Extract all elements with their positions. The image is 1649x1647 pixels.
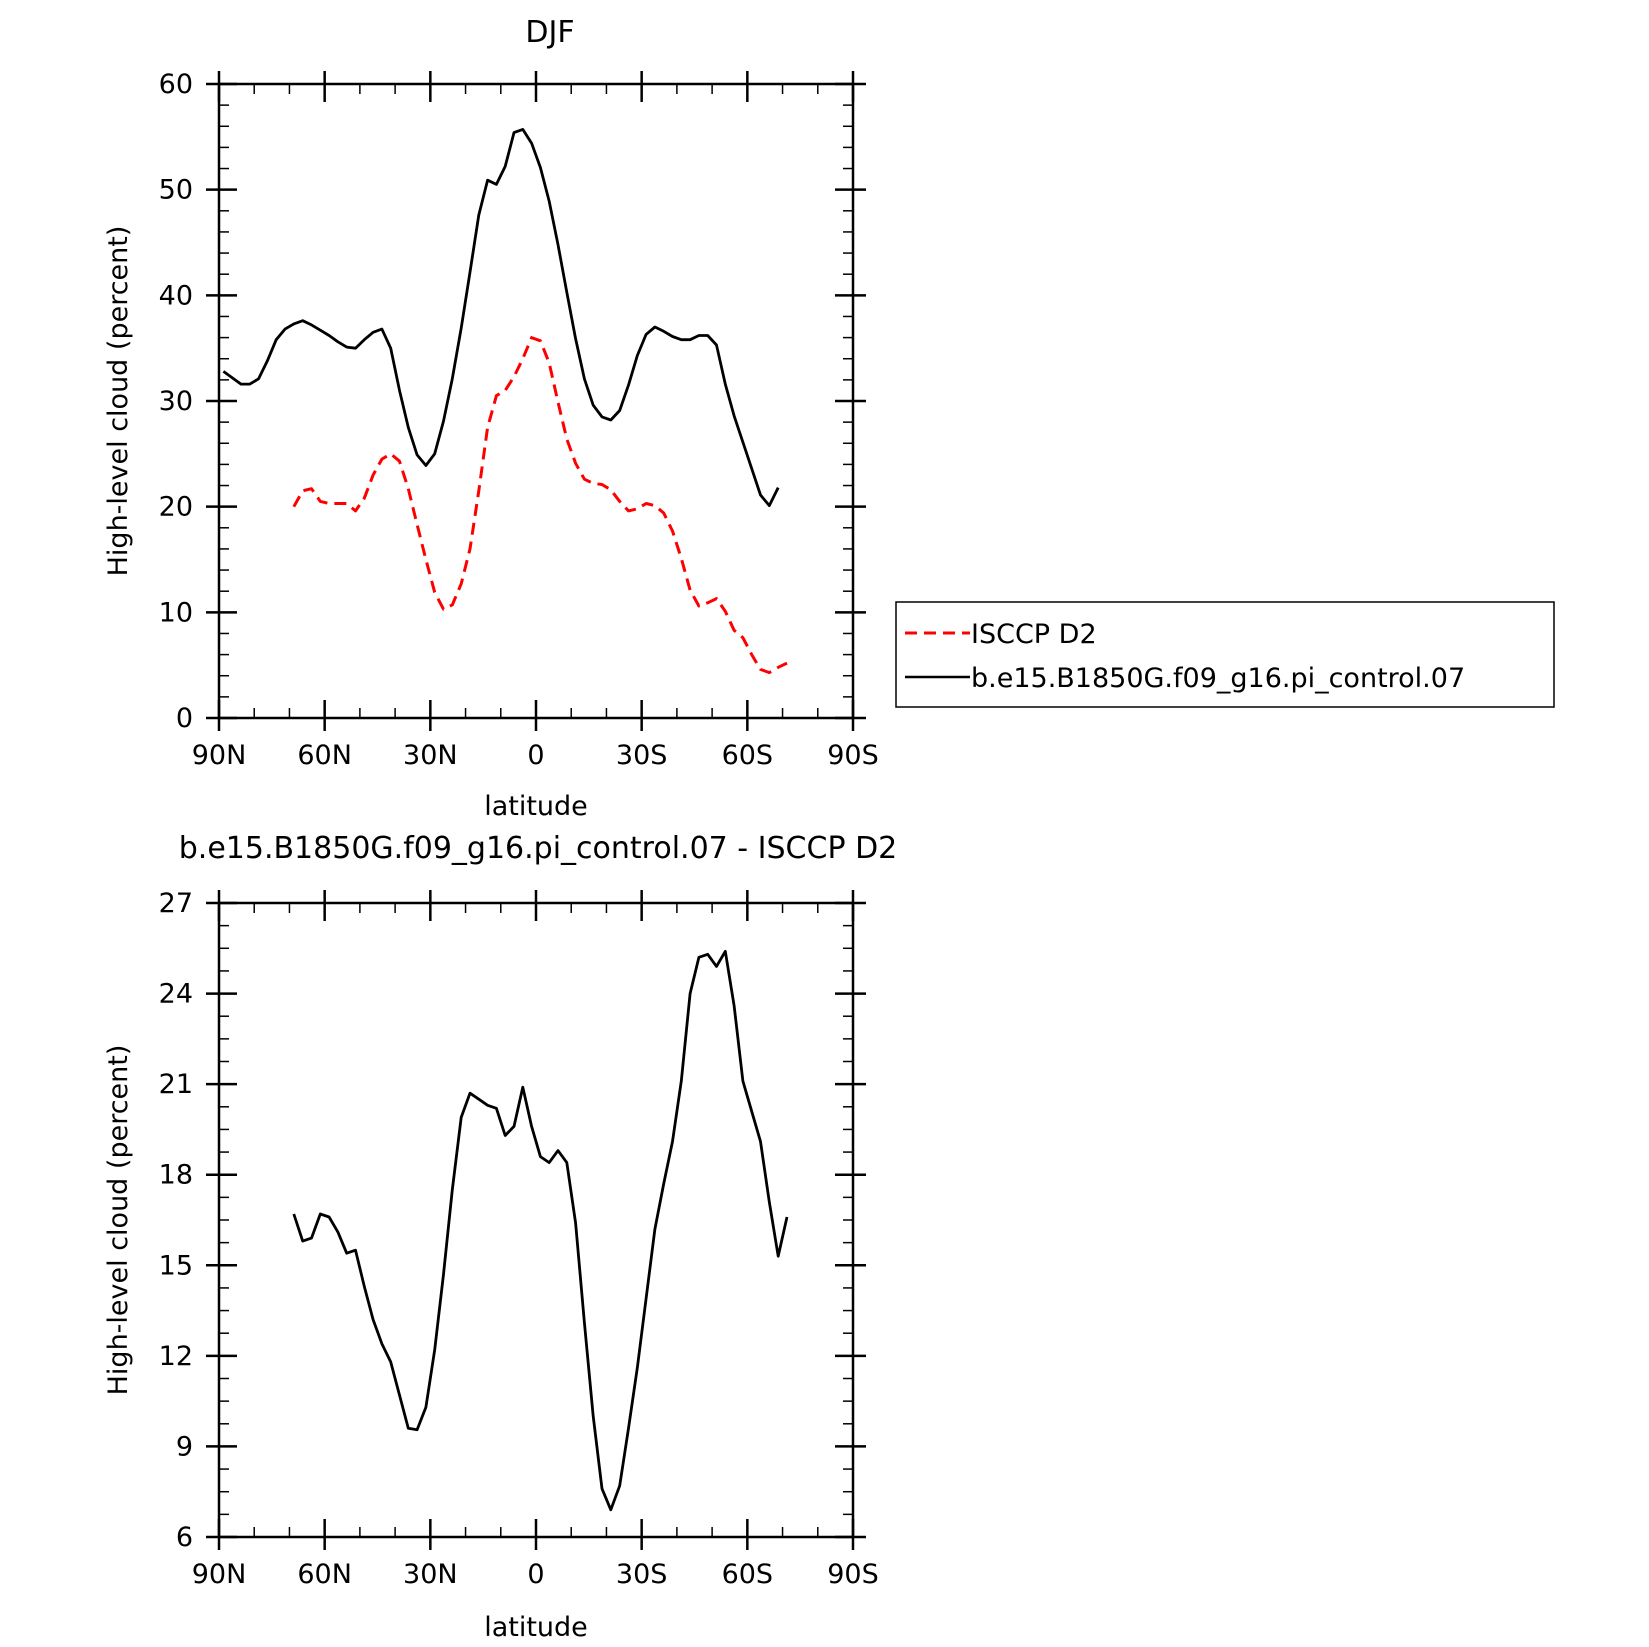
bottom-chart-ticks: [206, 890, 866, 1550]
bottom-x-tick-label: 0: [527, 1559, 544, 1590]
top-y-axis-label: High-level cloud (percent): [103, 226, 134, 577]
top-x-axis-label: latitude: [484, 791, 588, 822]
top-x-tick-label: 0: [527, 740, 544, 771]
bottom-y-tick-label: 18: [159, 1160, 193, 1191]
top-plot-frame: [217, 82, 855, 720]
top-x-tick-label: 90N: [192, 740, 247, 771]
top-series-line-isccp: [292, 336, 788, 675]
top-x-tick-label: 60N: [297, 740, 352, 771]
top-x-tick-label: 90S: [827, 740, 879, 771]
top-chart-series: [222, 127, 788, 675]
bottom-panel: b.e15.B1850G.f09_g16.pi_control.07 - ISC…: [103, 831, 897, 1643]
bottom-y-tick-labels: 6 9 12 15 18 21 24 27: [159, 888, 193, 1553]
bottom-x-tick-label: 90N: [192, 1559, 247, 1590]
bottom-x-tick-label: 90S: [827, 1559, 879, 1590]
top-y-tick-label: 40: [159, 280, 193, 311]
bottom-x-tick-labels: 90N 60N 30N 0 30S 60S 90S: [192, 1559, 879, 1590]
top-y-tick-label: 50: [159, 175, 193, 206]
bottom-series-line-model: [292, 949, 789, 1512]
bottom-plot-frame: [217, 901, 855, 1539]
top-x-tick-label: 60S: [722, 740, 774, 771]
bottom-y-tick-label: 21: [159, 1069, 193, 1100]
top-x-tick-labels: 90N 60N 30N 0 30S 60S 90S: [192, 740, 879, 771]
bottom-y-axis-label: High-level cloud (percent): [103, 1045, 134, 1396]
bottom-y-tick-label: 15: [159, 1250, 193, 1281]
top-x-tick-label: 30N: [403, 740, 458, 771]
top-x-tick-label: 30S: [616, 740, 668, 771]
legend-box: [895, 601, 1555, 708]
top-y-tick-labels: 0 10 20 30 40 50 60: [159, 69, 193, 734]
bottom-y-tick-label: 9: [176, 1431, 193, 1462]
legend-label-model: b.e15.B1850G.f09_g16.pi_control.07: [971, 663, 1465, 694]
legend-label-isccp: ISCCP D2: [971, 619, 1097, 650]
top-chart-ticks: [206, 71, 866, 731]
bottom-y-tick-label: 12: [159, 1341, 193, 1372]
bottom-x-tick-label: 30S: [616, 1559, 668, 1590]
bottom-x-tick-label: 60N: [297, 1559, 352, 1590]
top-series-line-model: [222, 127, 780, 508]
bottom-y-tick-label: 24: [159, 979, 193, 1010]
bottom-chart-title: b.e15.B1850G.f09_g16.pi_control.07 - ISC…: [179, 831, 898, 866]
top-chart-title: DJF: [525, 15, 574, 50]
bottom-chart-series: [292, 949, 789, 1512]
top-y-tick-label: 60: [159, 69, 193, 100]
bottom-x-tick-label: 30N: [403, 1559, 458, 1590]
bottom-x-axis-label: latitude: [484, 1612, 588, 1643]
bottom-y-tick-label: 27: [159, 888, 193, 919]
legend: ISCCP D2 b.e15.B1850G.f09_g16.pi_control…: [895, 601, 1555, 708]
bottom-x-tick-label: 60S: [722, 1559, 774, 1590]
top-panel: DJF 0 10 20 30 40 50 60 90N 60N 30N 0 30S 60S 90S la…: [103, 15, 1555, 822]
top-y-tick-label: 20: [159, 492, 193, 523]
bottom-y-tick-label: 6: [176, 1522, 193, 1553]
top-y-tick-label: 0: [176, 703, 193, 734]
top-y-tick-label: 10: [159, 597, 193, 628]
top-y-tick-label: 30: [159, 386, 193, 417]
